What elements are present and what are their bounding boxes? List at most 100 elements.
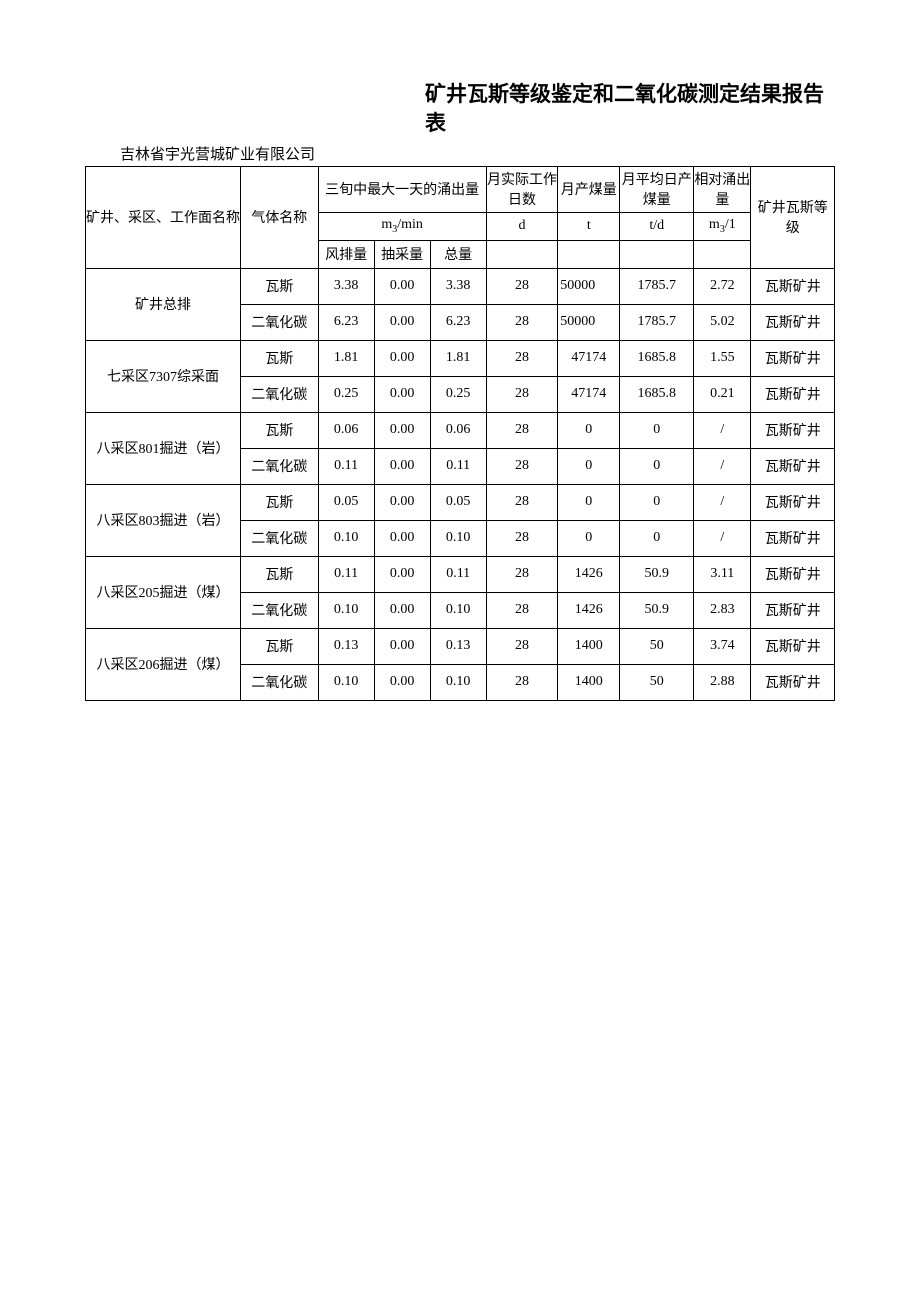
cell-extract: 0.00 (374, 340, 430, 376)
unit-m3min-post: /min (397, 217, 423, 232)
cell-days: 28 (486, 268, 558, 304)
cell-grade: 瓦斯矿井 (751, 664, 835, 700)
cell-extract: 0.00 (374, 664, 430, 700)
header-wind: 风排量 (318, 240, 374, 268)
header-blank-m31 (694, 240, 751, 268)
cell-wind: 0.05 (318, 484, 374, 520)
cell-total: 0.13 (430, 628, 486, 664)
cell-area-name: 八采区206掘进（煤） (86, 628, 241, 700)
cell-grade: 瓦斯矿井 (751, 484, 835, 520)
cell-gas: 瓦斯 (241, 556, 319, 592)
table-row: 八采区205掘进（煤）瓦斯0.110.000.1128142650.93.11瓦… (86, 556, 835, 592)
cell-days: 28 (486, 664, 558, 700)
unit-m3min: m3/min (318, 212, 486, 240)
cell-gas: 二氧化碳 (241, 376, 319, 412)
header-max-emission: 三旬中最大一天的涌出量 (318, 166, 486, 212)
cell-wind: 6.23 (318, 304, 374, 340)
cell-coal: 50000 (558, 268, 620, 304)
cell-days: 28 (486, 484, 558, 520)
unit-m31: m3/1 (694, 212, 751, 240)
cell-wind: 0.13 (318, 628, 374, 664)
cell-days: 28 (486, 556, 558, 592)
cell-extract: 0.00 (374, 304, 430, 340)
cell-total: 0.06 (430, 412, 486, 448)
header-extract: 抽采量 (374, 240, 430, 268)
cell-grade: 瓦斯矿井 (751, 556, 835, 592)
cell-wind: 0.10 (318, 520, 374, 556)
cell-grade: 瓦斯矿井 (751, 268, 835, 304)
cell-rel: 2.88 (694, 664, 751, 700)
cell-rel: 2.72 (694, 268, 751, 304)
cell-days: 28 (486, 520, 558, 556)
table-row: 八采区801掘进（岩）瓦斯0.060.000.062800/瓦斯矿井 (86, 412, 835, 448)
cell-avg: 50 (620, 628, 694, 664)
cell-avg: 0 (620, 520, 694, 556)
cell-extract: 0.00 (374, 592, 430, 628)
cell-coal: 50000 (558, 304, 620, 340)
cell-rel: 5.02 (694, 304, 751, 340)
header-grade: 矿井瓦斯等级 (751, 166, 835, 268)
cell-area-name: 八采区205掘进（煤） (86, 556, 241, 628)
cell-area-name: 八采区803掘进（岩） (86, 484, 241, 556)
cell-wind: 1.81 (318, 340, 374, 376)
cell-avg: 1785.7 (620, 304, 694, 340)
cell-avg: 50 (620, 664, 694, 700)
cell-extract: 0.00 (374, 376, 430, 412)
header-blank-d (486, 240, 558, 268)
cell-avg: 0 (620, 484, 694, 520)
cell-area-name: 矿井总排 (86, 268, 241, 340)
company-name: 吉林省宇光营城矿业有限公司 (120, 143, 835, 164)
table-row: 八采区803掘进（岩）瓦斯0.050.000.052800/瓦斯矿井 (86, 484, 835, 520)
cell-total: 0.11 (430, 448, 486, 484)
unit-td: t/d (620, 212, 694, 240)
header-avg-daily: 月平均日产煤量 (620, 166, 694, 212)
cell-grade: 瓦斯矿井 (751, 412, 835, 448)
header-blank-td (620, 240, 694, 268)
header-month-coal: 月产煤量 (558, 166, 620, 212)
cell-gas: 瓦斯 (241, 628, 319, 664)
cell-gas: 瓦斯 (241, 412, 319, 448)
cell-rel: / (694, 520, 751, 556)
cell-grade: 瓦斯矿井 (751, 304, 835, 340)
cell-area-name: 七采区7307综采面 (86, 340, 241, 412)
cell-coal: 0 (558, 520, 620, 556)
cell-gas: 二氧化碳 (241, 592, 319, 628)
cell-wind: 0.10 (318, 592, 374, 628)
cell-wind: 0.11 (318, 556, 374, 592)
table-row: 七采区7307综采面瓦斯1.810.001.8128471741685.81.5… (86, 340, 835, 376)
cell-total: 0.25 (430, 376, 486, 412)
unit-m31-post: /1 (725, 217, 736, 232)
cell-extract: 0.00 (374, 484, 430, 520)
cell-rel: / (694, 412, 751, 448)
cell-gas: 二氧化碳 (241, 520, 319, 556)
cell-days: 28 (486, 304, 558, 340)
cell-area-name: 八采区801掘进（岩） (86, 412, 241, 484)
cell-grade: 瓦斯矿井 (751, 340, 835, 376)
cell-wind: 0.25 (318, 376, 374, 412)
cell-days: 28 (486, 376, 558, 412)
cell-total: 1.81 (430, 340, 486, 376)
cell-grade: 瓦斯矿井 (751, 628, 835, 664)
cell-days: 28 (486, 340, 558, 376)
cell-total: 0.10 (430, 664, 486, 700)
cell-wind: 3.38 (318, 268, 374, 304)
cell-wind: 0.11 (318, 448, 374, 484)
cell-grade: 瓦斯矿井 (751, 376, 835, 412)
table-row: 矿井总排瓦斯3.380.003.3828500001785.72.72瓦斯矿井 (86, 268, 835, 304)
cell-rel: / (694, 484, 751, 520)
cell-total: 0.11 (430, 556, 486, 592)
table-header: 矿井、采区、工作面名称 气体名称 三旬中最大一天的涌出量 月实际工作日数 月产煤… (86, 166, 835, 268)
cell-rel: 3.74 (694, 628, 751, 664)
cell-gas: 二氧化碳 (241, 448, 319, 484)
cell-rel: 0.21 (694, 376, 751, 412)
cell-coal: 0 (558, 448, 620, 484)
header-blank-t (558, 240, 620, 268)
cell-days: 28 (486, 592, 558, 628)
cell-grade: 瓦斯矿井 (751, 592, 835, 628)
header-total: 总量 (430, 240, 486, 268)
table-body: 矿井总排瓦斯3.380.003.3828500001785.72.72瓦斯矿井二… (86, 268, 835, 700)
header-gas: 气体名称 (241, 166, 319, 268)
unit-t: t (558, 212, 620, 240)
cell-avg: 50.9 (620, 592, 694, 628)
cell-total: 3.38 (430, 268, 486, 304)
